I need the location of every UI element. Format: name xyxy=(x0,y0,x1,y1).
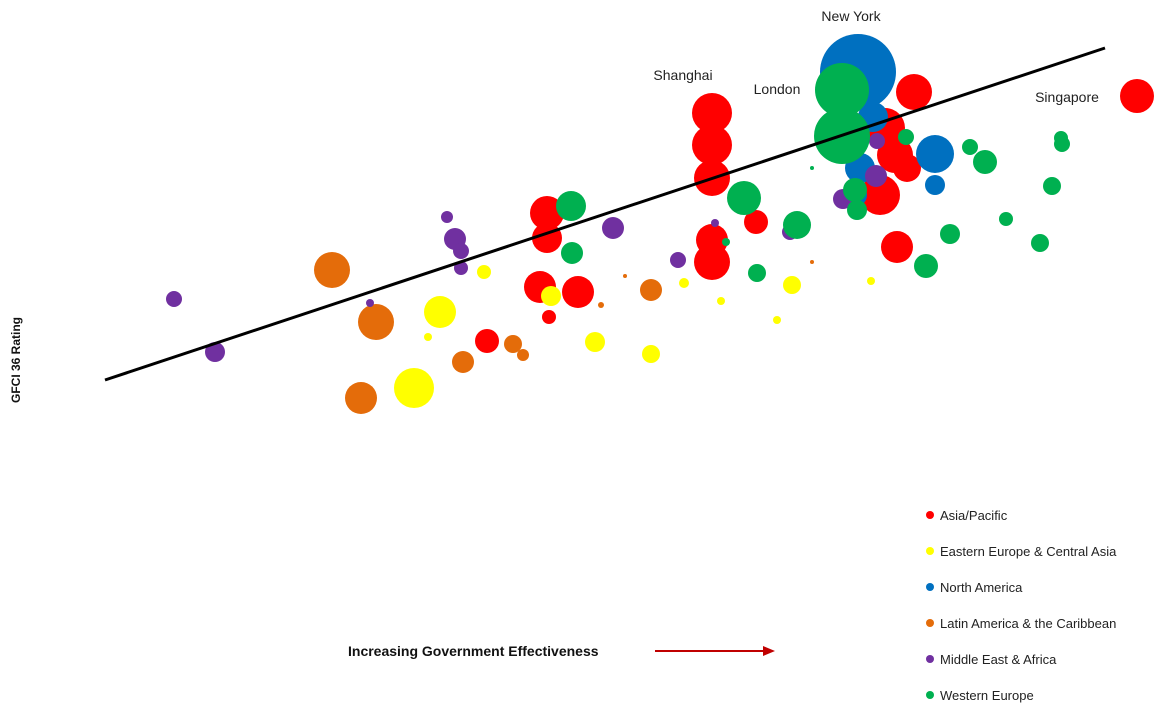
data-point-western-europe-19 xyxy=(722,238,730,246)
legend-item-latin-america: Latin America & the Caribbean xyxy=(926,605,1152,641)
data-point-western-europe-16 xyxy=(940,224,960,244)
legend-label: Western Europe xyxy=(940,687,1034,703)
data-point-middle-east-africa-0 xyxy=(166,291,182,307)
y-axis-label: GFCI 36 Rating xyxy=(4,300,28,420)
data-point-eastern-europe-central-asia-1 xyxy=(424,296,456,328)
legend-marker-asia-pacific xyxy=(926,511,934,519)
data-point-western-europe-6 xyxy=(748,264,766,282)
data-point-middle-east-africa-4 xyxy=(453,243,469,259)
data-point-eastern-europe-central-asia-2 xyxy=(477,265,491,279)
data-point-middle-east-africa-12 xyxy=(865,165,887,187)
legend-label: Latin America & the Caribbean xyxy=(940,615,1117,631)
data-point-western-europe-9 xyxy=(898,129,914,145)
data-point-eastern-europe-central-asia-6 xyxy=(679,278,689,288)
legend-item-western-europe: Western Europe xyxy=(926,677,1152,713)
trend-line xyxy=(104,46,1106,382)
annotation-london: London xyxy=(754,81,801,97)
data-point-north-america-3 xyxy=(925,175,945,195)
data-point-asia-pacific-3 xyxy=(692,125,732,165)
data-point-middle-east-africa-8 xyxy=(670,252,686,268)
data-point-western-europe-2 xyxy=(556,191,586,221)
data-point-eastern-europe-central-asia-5 xyxy=(642,345,660,363)
data-point-latin-america-the-caribbean-8 xyxy=(623,274,627,278)
data-point-middle-east-africa-9 xyxy=(711,219,719,227)
data-point-asia-pacific-1 xyxy=(896,74,932,110)
data-point-latin-america-the-caribbean-2 xyxy=(345,382,377,414)
data-point-eastern-europe-central-asia-3 xyxy=(541,286,561,306)
data-point-western-europe-17 xyxy=(914,254,938,278)
data-point-western-europe-13 xyxy=(1054,136,1070,152)
data-point-latin-america-the-caribbean-9 xyxy=(810,260,814,264)
city-annotations-layer: New York Shanghai London Singapore xyxy=(653,8,1099,105)
data-point-eastern-europe-central-asia-11 xyxy=(424,333,432,341)
data-point-north-america-2 xyxy=(916,135,954,173)
legend-marker-western-europe xyxy=(926,691,934,699)
data-point-asia-pacific-2 xyxy=(692,93,732,133)
data-point-asia-pacific-18 xyxy=(475,329,499,353)
legend-item-eastern-europe: Eastern Europe & Central Asia xyxy=(926,533,1152,569)
data-point-western-europe-11 xyxy=(973,150,997,174)
data-point-western-europe-10 xyxy=(962,139,978,155)
data-point-western-europe-0 xyxy=(815,63,869,117)
legend-label: Middle East & Africa xyxy=(940,651,1057,667)
data-point-eastern-europe-central-asia-7 xyxy=(717,297,725,305)
data-point-western-europe-7 xyxy=(843,178,867,202)
legend-item-middle-east: Middle East & Africa xyxy=(926,641,1152,677)
data-point-western-europe-15 xyxy=(999,212,1013,226)
data-point-latin-america-the-caribbean-7 xyxy=(598,302,604,308)
data-point-middle-east-africa-13 xyxy=(869,133,885,149)
scatter-chart: New York Shanghai London Singapore xyxy=(104,8,1154,414)
data-point-western-europe-5 xyxy=(783,211,811,239)
data-point-eastern-europe-central-asia-9 xyxy=(783,276,801,294)
data-points-layer xyxy=(166,34,1154,414)
data-point-western-europe-3 xyxy=(561,242,583,264)
data-point-asia-pacific-13 xyxy=(530,196,564,230)
data-point-western-europe-18 xyxy=(1031,234,1049,252)
data-point-middle-east-africa-2 xyxy=(441,211,453,223)
data-point-asia-pacific-11 xyxy=(881,231,913,263)
data-point-middle-east-africa-7 xyxy=(602,217,624,239)
data-point-asia-pacific-9 xyxy=(893,154,921,182)
data-point-latin-america-the-caribbean-1 xyxy=(358,304,394,340)
data-point-asia-pacific-16 xyxy=(562,276,594,308)
legend-item-north-america: North America xyxy=(926,569,1152,605)
data-point-latin-america-the-caribbean-3 xyxy=(452,351,474,373)
data-point-latin-america-the-caribbean-0 xyxy=(314,252,350,288)
data-point-asia-pacific-6 xyxy=(694,244,730,280)
legend-marker-north-america xyxy=(926,583,934,591)
legend-label: Eastern Europe & Central Asia xyxy=(940,543,1117,559)
data-point-eastern-europe-central-asia-0 xyxy=(394,368,434,408)
annotation-shanghai: Shanghai xyxy=(653,67,712,83)
data-point-eastern-europe-central-asia-10 xyxy=(867,277,875,285)
x-axis-arrow-icon xyxy=(655,646,775,656)
data-point-asia-pacific-12 xyxy=(744,210,768,234)
annotation-singapore: Singapore xyxy=(1035,89,1099,105)
legend-label: North America xyxy=(940,579,1023,595)
data-point-eastern-europe-central-asia-8 xyxy=(773,316,781,324)
data-point-western-europe-20 xyxy=(810,166,814,170)
legend-marker-latin-america xyxy=(926,619,934,627)
x-axis-label: Increasing Government Effectiveness xyxy=(348,643,599,659)
data-point-middle-east-africa-6 xyxy=(366,299,374,307)
y-axis-label-text: GFCI 36 Rating xyxy=(9,316,23,404)
data-point-latin-america-the-caribbean-5 xyxy=(517,349,529,361)
data-point-western-europe-14 xyxy=(1043,177,1061,195)
data-point-western-europe-8 xyxy=(847,200,867,220)
legend-item-asia-pacific: Asia/Pacific xyxy=(926,497,1152,533)
data-point-asia-pacific-0 xyxy=(1120,79,1154,113)
data-point-western-europe-4 xyxy=(727,181,761,215)
data-point-eastern-europe-central-asia-4 xyxy=(585,332,605,352)
data-point-middle-east-africa-1 xyxy=(205,342,225,362)
data-point-asia-pacific-17 xyxy=(542,310,556,324)
data-point-latin-america-the-caribbean-4 xyxy=(504,335,522,353)
legend-marker-middle-east xyxy=(926,655,934,663)
legend-label: Asia/Pacific xyxy=(940,507,1008,523)
legend: Asia/Pacific Eastern Europe & Central As… xyxy=(926,497,1152,713)
data-point-latin-america-the-caribbean-6 xyxy=(640,279,662,301)
legend-marker-eastern-europe xyxy=(926,547,934,555)
annotation-new-york: New York xyxy=(821,8,881,24)
